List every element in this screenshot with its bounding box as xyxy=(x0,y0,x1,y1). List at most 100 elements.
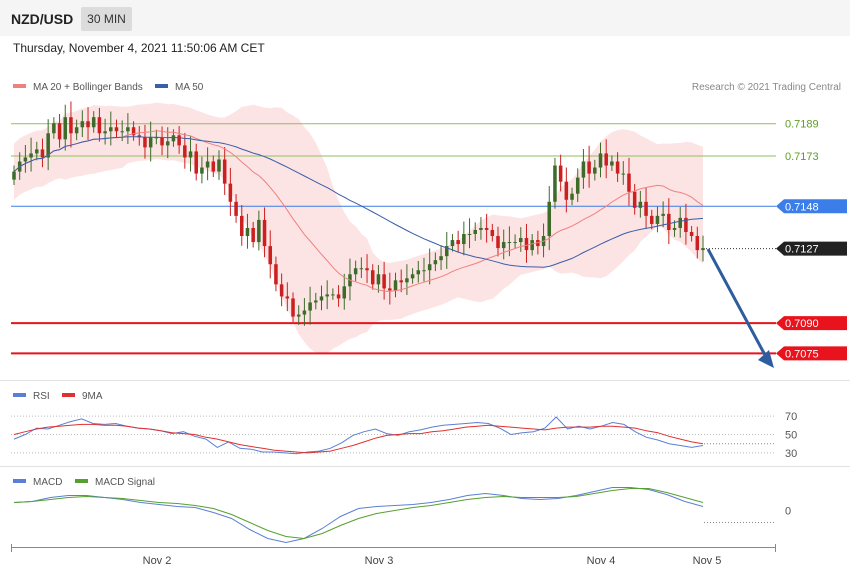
candlestick xyxy=(444,231,449,269)
candle-body xyxy=(188,151,193,158)
candle-body xyxy=(222,159,227,184)
rsi-legend-label: RSI xyxy=(33,391,50,402)
macd-panel: 0 xyxy=(13,487,791,544)
candlestick xyxy=(661,201,665,228)
candle-body xyxy=(291,298,295,317)
candle-body xyxy=(638,201,643,208)
candlestick xyxy=(319,285,324,311)
candle-body xyxy=(63,117,68,140)
candle-body xyxy=(507,242,512,244)
candle-body xyxy=(183,145,187,158)
candlestick xyxy=(240,204,244,246)
level-lines: 0.7189 0.7173 0.7148 0.7090 0.7075 0.7127 xyxy=(11,119,847,361)
last-price-label: 0.7127 xyxy=(785,244,819,256)
candle-body xyxy=(427,264,432,271)
candle-body xyxy=(655,215,660,224)
candle-body xyxy=(382,274,386,289)
timeframe-button[interactable]: 30 MIN xyxy=(81,7,132,31)
candlestick xyxy=(672,220,677,237)
candle-body xyxy=(450,240,455,247)
candle-body xyxy=(610,161,614,166)
candle-body xyxy=(251,227,255,243)
candle-body xyxy=(547,201,552,237)
candlestick xyxy=(393,272,398,298)
candle-body xyxy=(46,133,50,158)
candle-body xyxy=(519,238,523,243)
candle-body xyxy=(615,161,620,174)
candlestick xyxy=(86,107,90,140)
candle-body xyxy=(336,294,341,299)
candlestick xyxy=(467,218,472,249)
candle-body xyxy=(160,137,164,146)
candle-body xyxy=(598,153,603,168)
candle-body xyxy=(433,260,438,265)
candle-body xyxy=(240,215,244,237)
level-tag-support xyxy=(776,346,847,361)
candlestick xyxy=(621,161,626,185)
ma50-line xyxy=(13,136,704,268)
candlestick xyxy=(365,254,369,283)
candle-body xyxy=(120,131,124,133)
candle-body xyxy=(126,127,130,132)
candle-body xyxy=(57,123,62,140)
candle-body xyxy=(667,213,671,230)
level-label-resistance: 0.7189 xyxy=(785,119,819,131)
candlestick xyxy=(632,184,637,215)
candlestick xyxy=(507,226,512,257)
candle-body xyxy=(479,227,483,230)
candle-body xyxy=(12,171,16,180)
candle-body xyxy=(530,240,534,251)
candle-body xyxy=(627,173,631,192)
candle-body xyxy=(165,141,170,146)
candle-body xyxy=(444,246,449,257)
time-axis-label: Nov 5 xyxy=(693,555,722,567)
candle-body xyxy=(689,231,694,237)
candle-body xyxy=(314,300,318,303)
candlestick xyxy=(433,252,438,272)
candlestick xyxy=(234,194,238,223)
candlestick xyxy=(667,198,671,245)
candlestick xyxy=(684,203,688,245)
candle-body xyxy=(422,270,426,272)
candle-body xyxy=(501,242,506,249)
candle-body xyxy=(171,135,176,142)
bollinger-bands xyxy=(14,102,703,354)
time-axis-label: Nov 3 xyxy=(365,555,394,567)
candlestick xyxy=(143,124,147,159)
candlestick xyxy=(109,111,113,146)
candlestick xyxy=(40,138,45,168)
candlesticks xyxy=(12,101,705,326)
candlestick xyxy=(46,119,50,171)
candlestick xyxy=(479,217,483,240)
candle-body xyxy=(604,153,608,166)
candlestick xyxy=(23,144,28,173)
candle-body xyxy=(205,161,210,168)
candle-body xyxy=(91,117,96,128)
bollinger-band-fill xyxy=(14,102,703,354)
candle-body xyxy=(513,242,517,244)
candle-body xyxy=(490,229,495,237)
candle-body xyxy=(274,264,278,285)
candlestick xyxy=(689,225,694,242)
candlestick xyxy=(302,298,307,326)
candlestick xyxy=(314,292,318,310)
candlestick xyxy=(222,146,227,195)
candlestick xyxy=(575,168,580,203)
macd-line xyxy=(13,487,704,544)
ma50-legend-swatch xyxy=(155,84,168,88)
candle-body xyxy=(388,288,392,291)
candle-body xyxy=(399,280,403,283)
candle-body xyxy=(325,294,329,297)
candle-body xyxy=(695,236,700,251)
candlestick xyxy=(427,248,432,285)
candlestick xyxy=(91,111,96,133)
rsi-ma-line xyxy=(13,423,704,454)
candlestick xyxy=(553,157,557,209)
candlestick xyxy=(342,273,347,310)
candle-body xyxy=(684,217,688,232)
candlestick xyxy=(194,143,198,181)
candle-body xyxy=(234,201,238,216)
candle-body xyxy=(131,127,136,136)
candlestick xyxy=(593,159,597,181)
